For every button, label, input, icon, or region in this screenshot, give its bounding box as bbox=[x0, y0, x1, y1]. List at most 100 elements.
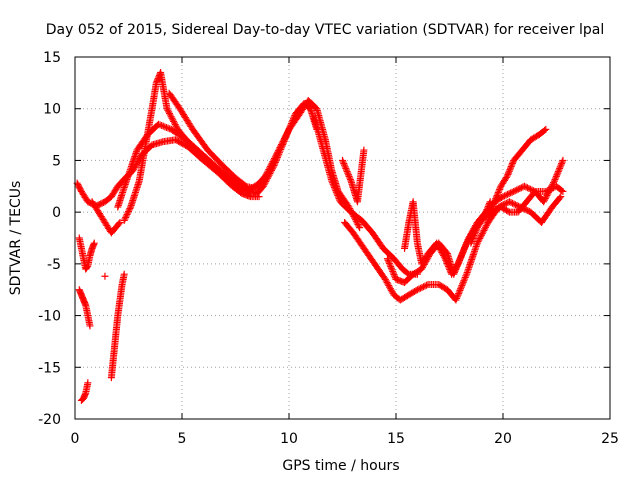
data-point bbox=[554, 168, 562, 176]
data-point bbox=[550, 179, 558, 187]
series-arc-15 bbox=[107, 270, 128, 382]
data-point bbox=[384, 280, 392, 288]
data-point bbox=[412, 287, 420, 295]
x-tick-label: 5 bbox=[178, 431, 187, 447]
y-axis-label: SDTVAR / TECUs bbox=[8, 181, 24, 296]
data-point bbox=[164, 124, 172, 132]
data-point bbox=[505, 190, 513, 198]
data-point bbox=[268, 159, 276, 167]
data-point bbox=[122, 213, 130, 221]
data-point bbox=[418, 283, 426, 291]
data-point bbox=[478, 230, 486, 238]
data-point bbox=[545, 187, 553, 195]
data-point bbox=[559, 187, 567, 195]
data-point bbox=[453, 261, 461, 269]
y-tick-label: -5 bbox=[47, 257, 61, 273]
plot-frame bbox=[74, 56, 611, 420]
data-point bbox=[442, 256, 450, 264]
data-point bbox=[544, 190, 552, 198]
data-point bbox=[480, 213, 488, 221]
data-point bbox=[502, 191, 510, 199]
data-point bbox=[388, 266, 396, 274]
data-point bbox=[262, 170, 270, 178]
data-point bbox=[277, 142, 285, 150]
data-point bbox=[271, 153, 279, 161]
data-point bbox=[504, 207, 512, 215]
data-point bbox=[557, 161, 565, 169]
data-points bbox=[73, 69, 567, 404]
data-point bbox=[479, 228, 487, 236]
data-point bbox=[543, 191, 551, 199]
data-point bbox=[168, 114, 176, 122]
data-point bbox=[387, 263, 395, 271]
data-point bbox=[383, 255, 391, 263]
data-point bbox=[270, 156, 278, 164]
data-point bbox=[461, 244, 469, 252]
data-point bbox=[266, 162, 274, 170]
axis-ticks bbox=[74, 56, 611, 420]
y-tick-label: 15 bbox=[43, 50, 61, 66]
data-point bbox=[555, 166, 563, 174]
data-point bbox=[495, 187, 503, 195]
data-point bbox=[390, 271, 398, 279]
data-point bbox=[413, 286, 421, 294]
data-point bbox=[355, 222, 363, 230]
data-point bbox=[382, 277, 390, 285]
data-point bbox=[461, 242, 469, 250]
data-point bbox=[341, 163, 349, 171]
data-point bbox=[556, 163, 564, 171]
data-point bbox=[482, 207, 490, 215]
data-point bbox=[514, 185, 522, 193]
data-point bbox=[328, 179, 336, 187]
data-point bbox=[484, 204, 492, 212]
data-point bbox=[423, 281, 431, 289]
data-point bbox=[415, 285, 423, 293]
data-point bbox=[558, 160, 566, 168]
data-point bbox=[494, 190, 502, 198]
data-point bbox=[525, 185, 533, 193]
data-point bbox=[470, 231, 478, 239]
data-point bbox=[439, 250, 447, 258]
data-point bbox=[454, 260, 462, 268]
data-point bbox=[342, 166, 350, 174]
data-point bbox=[468, 238, 476, 246]
data-point bbox=[483, 206, 491, 214]
data-point bbox=[346, 174, 354, 182]
data-point bbox=[386, 283, 394, 291]
data-point bbox=[504, 170, 512, 178]
data-point bbox=[443, 259, 451, 267]
data-point bbox=[344, 169, 352, 177]
data-point bbox=[339, 158, 347, 166]
data-point bbox=[454, 291, 462, 299]
data-point bbox=[356, 224, 364, 232]
data-point bbox=[172, 122, 180, 130]
data-point bbox=[477, 231, 485, 239]
data-point bbox=[330, 182, 338, 190]
series-arc-1 bbox=[73, 136, 263, 210]
data-point bbox=[163, 105, 171, 113]
data-point bbox=[522, 206, 530, 214]
series-arc-16 bbox=[101, 272, 109, 280]
data-point bbox=[522, 183, 530, 191]
data-point bbox=[551, 176, 559, 184]
data-point bbox=[388, 288, 396, 296]
data-point bbox=[459, 278, 467, 286]
data-point bbox=[436, 245, 444, 253]
data-point bbox=[456, 286, 464, 294]
data-point bbox=[443, 258, 451, 266]
data-point bbox=[86, 322, 94, 330]
data-point bbox=[346, 176, 354, 184]
data-point bbox=[505, 169, 513, 177]
data-point bbox=[486, 199, 494, 207]
data-point bbox=[335, 195, 343, 203]
data-point bbox=[480, 226, 488, 234]
data-point bbox=[385, 282, 393, 290]
data-point bbox=[556, 164, 564, 172]
data-point bbox=[162, 123, 170, 131]
data-point bbox=[502, 173, 510, 181]
data-point bbox=[506, 164, 514, 172]
data-point bbox=[441, 255, 449, 263]
data-point bbox=[505, 198, 513, 206]
data-point bbox=[328, 177, 336, 185]
data-point bbox=[462, 272, 470, 280]
